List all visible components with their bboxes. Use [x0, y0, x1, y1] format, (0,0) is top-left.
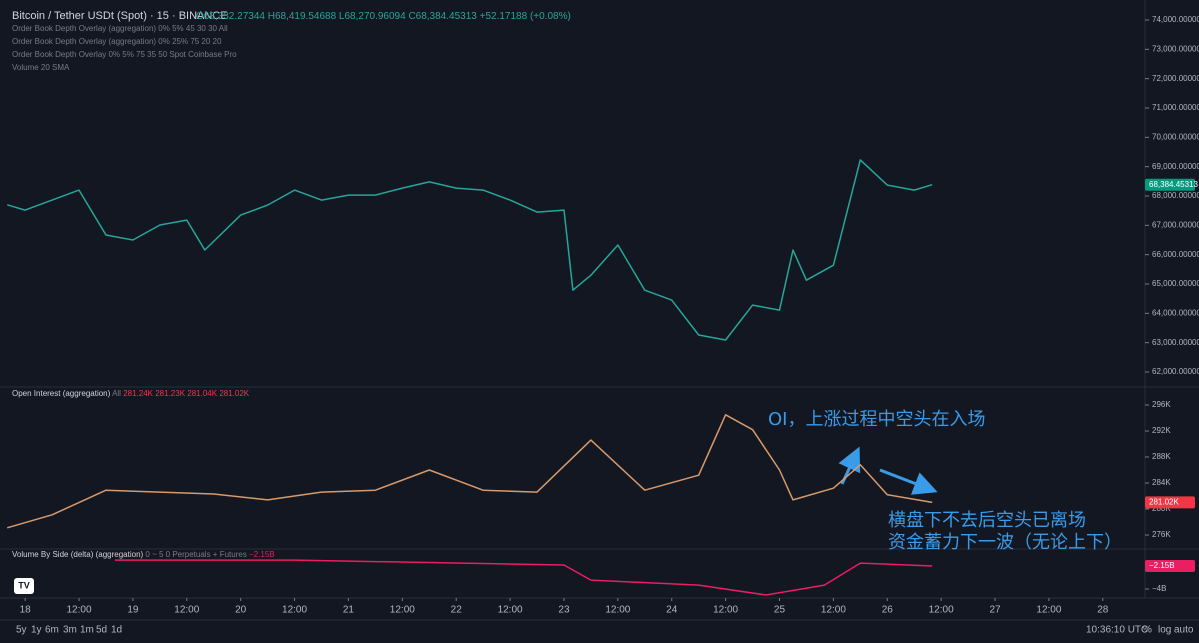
oi-legend: Open Interest (aggregation) All 281.24K … [12, 389, 250, 398]
x-tick-label: 18 [20, 605, 32, 616]
oi-subtitle: All [112, 389, 121, 398]
annotation: 资金蓄力下一波（无论上下） [888, 532, 1122, 553]
y-tick-label: −4B [1152, 584, 1166, 593]
oi-title: Open Interest (aggregation) [12, 389, 111, 398]
last-value-label: 281.02K [1149, 497, 1179, 506]
x-tick-label: 12:00 [174, 605, 199, 616]
y-tick-label: 292K [1152, 426, 1171, 435]
x-tick-label: 12:00 [498, 605, 523, 616]
open: O68,332.27344 [196, 11, 265, 22]
close: C68,384.45313 [408, 11, 477, 22]
x-tick-label: 26 [882, 605, 894, 616]
y-tick-label: 296K [1152, 400, 1171, 409]
y-tick-label: 74,000.00000 [1152, 15, 1199, 24]
indicator-legend[interactable]: Volume 20 SMA [12, 63, 70, 72]
y-tick-label: 73,000.00000 [1152, 44, 1199, 53]
y-tick-label: 63,000.00000 [1152, 338, 1199, 347]
svg-text:TV: TV [18, 580, 30, 590]
x-tick-label: 20 [235, 605, 247, 616]
range-button[interactable]: 1d [111, 625, 122, 636]
range-button[interactable]: 5y [16, 625, 27, 636]
x-tick-label: 27 [989, 605, 1001, 616]
x-tick-label: 28 [1097, 605, 1109, 616]
indicator-legend[interactable]: Order Book Depth Overlay 0% 5% 75 35 50 … [12, 50, 237, 59]
range-button[interactable]: 6m [45, 625, 59, 636]
x-tick-label: 12:00 [1036, 605, 1061, 616]
delta-legend: Volume By Side (delta) (aggregation) 0 ~… [12, 550, 275, 559]
x-tick-label: 21 [343, 605, 355, 616]
range-button[interactable]: 1y [31, 625, 42, 636]
y-tick-label: 280K [1152, 504, 1171, 513]
y-tick-label: 288K [1152, 452, 1171, 461]
x-tick-label: 12:00 [821, 605, 846, 616]
oi-value: 281.04K [187, 389, 217, 398]
x-tick-label: 12:00 [390, 605, 415, 616]
delta-value: −2.15B [249, 550, 275, 559]
y-tick-label: 69,000.00000 [1152, 162, 1199, 171]
log-toggle[interactable]: log [1158, 625, 1171, 636]
indicator-legend[interactable]: Order Book Depth Overlay (aggregation) 0… [12, 24, 228, 33]
x-tick-label: 12:00 [605, 605, 630, 616]
last-value-box [1145, 496, 1195, 509]
oi-value: 281.02K [219, 389, 249, 398]
y-tick-label: 284K [1152, 478, 1171, 487]
annotation: 横盘下不去后空头已离场 [888, 510, 1086, 531]
auto-toggle[interactable]: auto [1174, 625, 1194, 636]
x-tick-label: 23 [558, 605, 570, 616]
y-tick-label: 72,000.00000 [1152, 74, 1199, 83]
percent-toggle[interactable]: % [1143, 625, 1152, 636]
range-button[interactable]: 5d [96, 625, 107, 636]
annotation: OI，上涨过程中空头在入场 [768, 409, 985, 430]
last-value-label: 68,384.45313 [1149, 180, 1198, 189]
delta-subtitle: 0 ~ 5 0 Perpetuals + Futures [145, 550, 246, 559]
tradingview-logo: TV [14, 578, 34, 594]
x-tick-label: 19 [127, 605, 139, 616]
delta-title: Volume By Side (delta) (aggregation) [12, 550, 144, 559]
oi-value: 281.23K [155, 389, 185, 398]
x-tick-label: 25 [774, 605, 786, 616]
ohlc-values: O68,332.27344 H68,419.54688 L68,270.9609… [196, 11, 571, 22]
last-value-label: −2.15B [1149, 561, 1175, 570]
y-tick-label: 70,000.00000 [1152, 132, 1199, 141]
y-tick-label: 276K [1152, 530, 1171, 539]
x-tick-label: 24 [666, 605, 678, 616]
x-tick-label: 12:00 [929, 605, 954, 616]
last-value-box [1145, 178, 1195, 191]
clock: 10:36:10 UTC [1086, 625, 1148, 636]
indicator-legend[interactable]: Order Book Depth Overlay (aggregation) 0… [12, 37, 222, 46]
arrow [879, 468, 938, 495]
series-line [6, 159, 933, 341]
x-tick-label: 12:00 [713, 605, 738, 616]
low: L68,270.96094 [339, 11, 406, 22]
y-tick-label: 68,000.00000 [1152, 191, 1199, 200]
high: H68,419.54688 [268, 11, 337, 22]
last-value-box [1145, 560, 1195, 573]
change: +52.17188 (+0.08%) [480, 11, 571, 22]
y-tick-label: 67,000.00000 [1152, 220, 1199, 229]
y-tick-label: 64,000.00000 [1152, 308, 1199, 317]
x-tick-label: 12:00 [282, 605, 307, 616]
range-button[interactable]: 1m [80, 625, 94, 636]
range-button[interactable]: 3m [63, 625, 77, 636]
y-tick-label: 66,000.00000 [1152, 250, 1199, 259]
y-tick-label: 62,000.00000 [1152, 367, 1199, 376]
x-tick-label: 22 [451, 605, 463, 616]
series-line [114, 559, 933, 596]
series-line [6, 414, 933, 529]
symbol[interactable]: Bitcoin / Tether USDt (Spot) · 15 · BINA… [12, 10, 228, 22]
y-tick-label: 65,000.00000 [1152, 279, 1199, 288]
oi-value: 281.24K [123, 389, 153, 398]
x-tick-label: 12:00 [67, 605, 92, 616]
y-tick-label: 71,000.00000 [1152, 103, 1199, 112]
